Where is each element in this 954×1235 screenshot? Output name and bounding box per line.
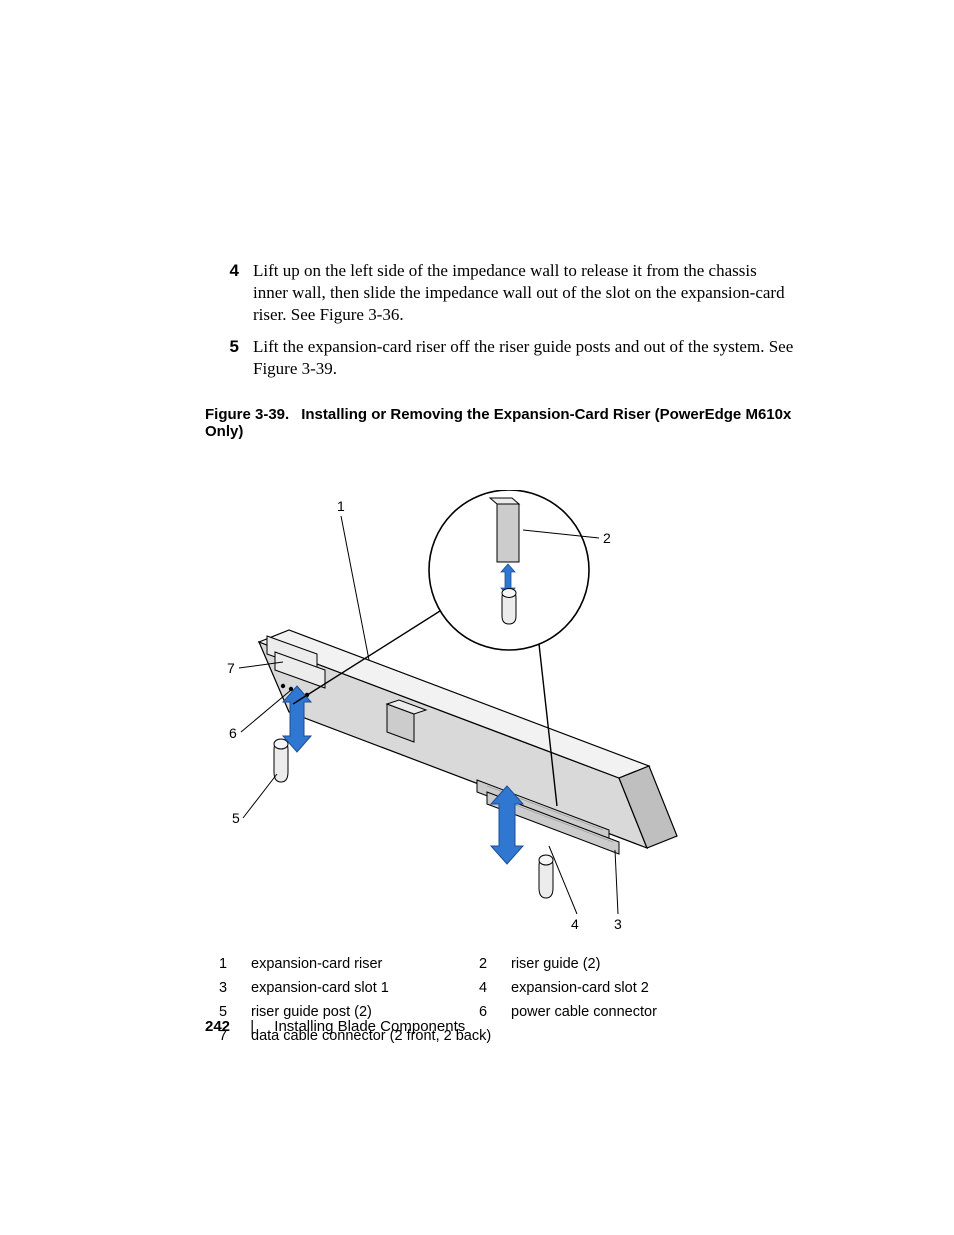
legend-item: 2 riser guide (2) [479, 952, 739, 976]
riser-guide-post-right-icon [539, 855, 553, 898]
step-number: 5 [205, 336, 253, 358]
callout-2: 2 [603, 530, 611, 546]
callout-5: 5 [232, 810, 240, 826]
legend-num: 2 [479, 952, 511, 976]
callout-1: 1 [337, 498, 345, 514]
callout-3: 3 [614, 916, 622, 932]
page-footer: 242 | Installing Blade Components [205, 1018, 465, 1035]
step-item: 4 Lift up on the left side of the impeda… [205, 260, 794, 326]
figure-caption: Figure 3-39.Installing or Removing the E… [205, 406, 794, 440]
document-page: 4 Lift up on the left side of the impeda… [0, 0, 954, 1235]
callout-7: 7 [227, 660, 235, 676]
callout-4: 4 [571, 916, 579, 932]
legend-num: 6 [479, 1000, 511, 1024]
step-item: 5 Lift the expansion-card riser off the … [205, 336, 794, 380]
figure-diagram: 1 2 3 4 5 6 7 [219, 490, 689, 940]
riser-illustration-svg [219, 490, 689, 940]
page-number: 242 [205, 1018, 230, 1035]
legend-item: 1 expansion-card riser [219, 952, 479, 976]
legend-item: 6 power cable connector [479, 1000, 739, 1024]
legend-label: riser guide (2) [511, 952, 600, 976]
riser-board-icon [259, 630, 677, 848]
step-text: Lift up on the left side of the impedanc… [253, 260, 794, 326]
legend-label: expansion-card riser [251, 952, 382, 976]
figure-title: Installing or Removing the Expansion-Car… [205, 406, 791, 440]
legend-item: 3 expansion-card slot 1 [219, 976, 479, 1000]
legend-num: 3 [219, 976, 251, 1000]
legend-label: power cable connector [511, 1000, 657, 1024]
footer-section: Installing Blade Components [274, 1018, 465, 1035]
legend-item: 4 expansion-card slot 2 [479, 976, 739, 1000]
legend-label: expansion-card slot 1 [251, 976, 389, 1000]
legend-row: 3 expansion-card slot 1 4 expansion-card… [219, 976, 794, 1000]
footer-separator: | [250, 1018, 254, 1035]
legend-num: 1 [219, 952, 251, 976]
callout-6: 6 [229, 725, 237, 741]
legend-label: expansion-card slot 2 [511, 976, 649, 1000]
legend-row: 1 expansion-card riser 2 riser guide (2) [219, 952, 794, 976]
figure-number: Figure 3-39. [205, 406, 289, 423]
step-list: 4 Lift up on the left side of the impeda… [205, 260, 794, 380]
legend-num: 4 [479, 976, 511, 1000]
step-text: Lift the expansion-card riser off the ri… [253, 336, 794, 380]
step-number: 4 [205, 260, 253, 282]
